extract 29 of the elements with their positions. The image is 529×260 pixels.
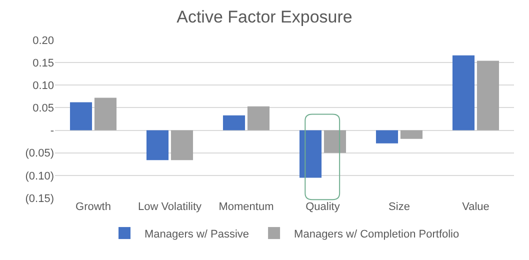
bar (476, 60, 500, 130)
legend-label: Managers w/ Completion Portfolio (294, 228, 460, 240)
bar (146, 130, 169, 160)
legend-label: Managers w/ Passive (144, 228, 250, 240)
bar (452, 55, 475, 130)
y-tick-label: 0.10 (32, 80, 54, 92)
x-tick-label: Momentum (218, 201, 274, 213)
y-tick-label: (0.10) (25, 170, 54, 182)
bar (247, 106, 270, 130)
bar (324, 130, 346, 153)
x-tick-label: Growth (76, 201, 111, 213)
chart-title: Active Factor Exposure (176, 7, 352, 26)
bar (299, 130, 322, 178)
y-tick-label: - (50, 125, 54, 138)
y-tick-label: (0.05) (25, 148, 54, 160)
bar (94, 98, 117, 130)
y-tick-label: 0.05 (32, 102, 54, 115)
bar (70, 102, 92, 130)
x-tick-label: Low Volatility (138, 201, 202, 213)
bar (170, 130, 194, 160)
bar (222, 115, 246, 130)
bar (400, 130, 423, 139)
x-tick-label: Value (462, 201, 490, 213)
bar (376, 130, 398, 144)
y-tick-label: (0.15) (25, 192, 54, 205)
y-tick-label: 0.15 (32, 57, 54, 70)
y-tick-label: 0.20 (32, 34, 54, 47)
x-tick-label: Size (388, 201, 410, 213)
x-tick-label: Quality (306, 201, 340, 213)
